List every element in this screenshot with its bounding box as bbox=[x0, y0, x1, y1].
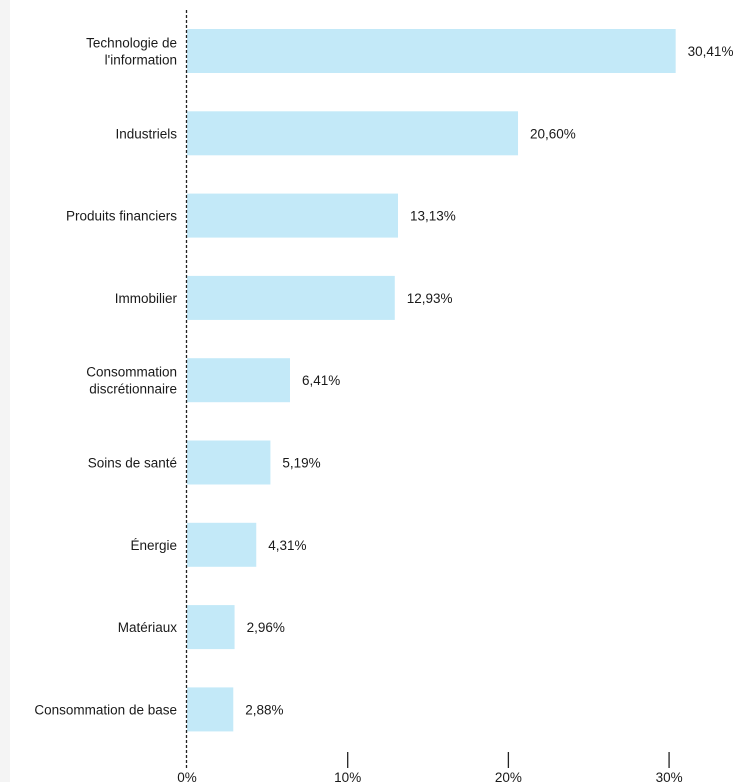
category-label: Immobilier bbox=[115, 291, 178, 306]
value-label: 12,93% bbox=[407, 291, 453, 306]
bar bbox=[187, 605, 235, 650]
value-label: 13,13% bbox=[410, 209, 456, 224]
value-label: 20,60% bbox=[530, 126, 576, 141]
category-label: l'information bbox=[105, 53, 177, 68]
value-label: 2,88% bbox=[245, 702, 283, 717]
left-edge-strip bbox=[0, 0, 10, 782]
x-tick-label: 30% bbox=[656, 770, 683, 782]
bar bbox=[187, 275, 395, 320]
category-label: discrétionnaire bbox=[89, 382, 177, 397]
bar bbox=[187, 193, 398, 238]
category-label: Produits financiers bbox=[66, 209, 177, 224]
bar bbox=[187, 440, 271, 485]
category-label: Consommation de base bbox=[34, 702, 177, 717]
bar bbox=[187, 29, 676, 73]
bar bbox=[187, 111, 519, 156]
value-label: 6,41% bbox=[302, 373, 340, 388]
x-tick-label: 0% bbox=[177, 770, 197, 782]
category-label: Industriels bbox=[115, 126, 177, 141]
category-label: Soins de santé bbox=[88, 456, 177, 471]
x-tick-label: 20% bbox=[495, 770, 522, 782]
category-label: Consommation bbox=[86, 365, 177, 380]
category-label: Technologie de bbox=[86, 36, 177, 51]
x-tick-label: 10% bbox=[334, 770, 361, 782]
category-label: Matériaux bbox=[118, 620, 178, 635]
value-label: 5,19% bbox=[282, 456, 320, 471]
bar bbox=[187, 687, 234, 732]
value-label: 2,96% bbox=[247, 620, 285, 635]
category-label: Énergie bbox=[130, 538, 177, 553]
bar bbox=[187, 522, 257, 567]
bar bbox=[187, 358, 291, 403]
value-label: 4,31% bbox=[268, 538, 306, 553]
value-label: 30,41% bbox=[688, 44, 734, 59]
